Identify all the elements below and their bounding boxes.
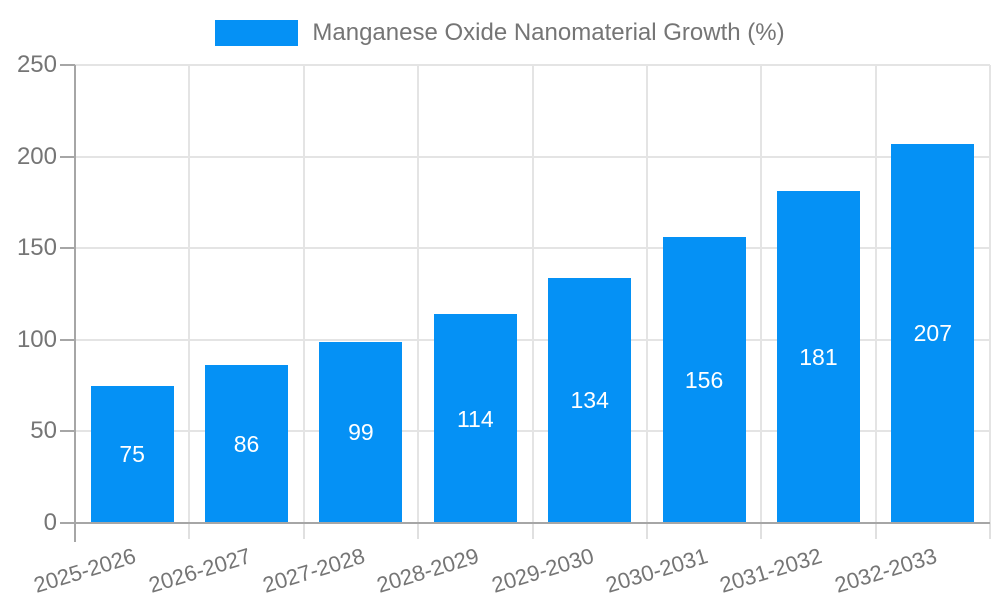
bar-value-label-2029-2030: 134: [570, 387, 609, 414]
bar-2030-2031: [662, 237, 746, 523]
bar-value-label-2028-2029: 114: [456, 405, 494, 432]
legend-swatch: [215, 20, 299, 46]
gridline-v-4: [531, 65, 534, 523]
y-tick-label-50: 50: [30, 417, 57, 445]
legend-label: Manganese Oxide Nanomaterial Growth (%): [312, 19, 785, 46]
bar-2025-2026: [90, 385, 174, 523]
y-tick-100: [60, 338, 75, 341]
chart-legend[interactable]: Manganese Oxide Nanomaterial Growth (%): [0, 14, 1000, 52]
gridline-v-8: [989, 65, 991, 523]
y-tick-250: [60, 64, 75, 66]
bar-value-label-2031-2032: 181: [799, 344, 838, 371]
x-tick-8: [989, 523, 991, 539]
y-tick-label-150: 150: [16, 234, 57, 262]
gridline-v-7: [874, 65, 877, 523]
x-tick-6: [760, 523, 763, 539]
gridline-v-2: [302, 65, 305, 523]
y-tick-label-100: 100: [16, 325, 57, 353]
bar-value-label-2026-2027: 86: [233, 431, 260, 458]
bar-value-label-2032-2033: 207: [913, 320, 952, 347]
y-tick-200: [60, 155, 75, 158]
x-tick-7: [874, 523, 877, 539]
y-tick-150: [60, 247, 75, 250]
bar-2032-2033: [891, 143, 975, 523]
x-tick-5: [645, 523, 648, 539]
y-axis-line: [74, 65, 76, 542]
bar-2027-2028: [319, 341, 403, 523]
y-tick-label-0: 0: [43, 509, 57, 536]
bar-value-label-2027-2028: 99: [348, 419, 374, 446]
bar-value-label-2025-2026: 75: [119, 441, 145, 468]
x-tick-1: [188, 523, 191, 539]
bar-value-label-2030-2031: 156: [684, 367, 724, 394]
y-tick-label-200: 200: [16, 142, 57, 170]
gridline-v-5: [645, 65, 648, 523]
x-tick-3: [417, 523, 420, 539]
bar-2026-2027: [205, 365, 289, 523]
x-tick-4: [531, 523, 534, 539]
x-tick-2: [302, 523, 305, 539]
bar-2028-2029: [433, 314, 517, 523]
bar-2029-2030: [548, 277, 632, 523]
gridline-v-1: [188, 65, 191, 523]
gridline-v-3: [417, 65, 420, 523]
y-tick-50: [60, 430, 75, 433]
y-tick-label-250: 250: [16, 51, 57, 78]
bar-2031-2032: [776, 191, 860, 523]
gridline-v-6: [760, 65, 763, 523]
x-axis-line: [60, 522, 990, 524]
